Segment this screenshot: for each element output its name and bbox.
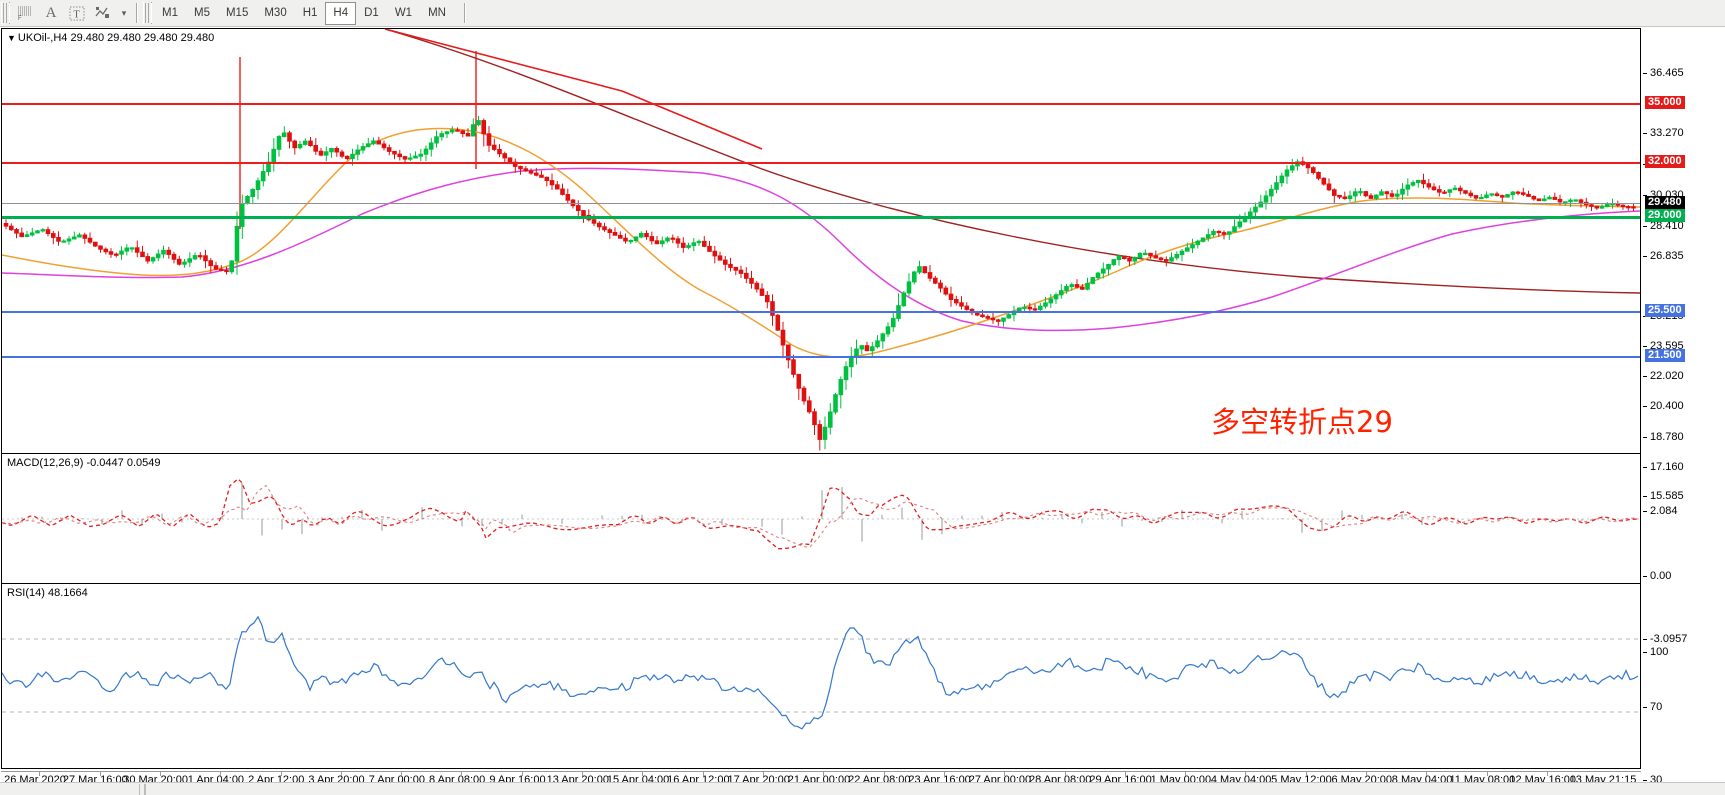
price-tick: 28.410 (1643, 220, 1725, 233)
time-tick-mark (883, 772, 885, 776)
text-label-icon[interactable]: A (45, 4, 57, 21)
level-line-21500[interactable] (2, 356, 1640, 358)
price-tick: 17.160 (1643, 461, 1725, 474)
level-line-25500[interactable] (2, 311, 1640, 313)
time-tick-mark (401, 772, 403, 776)
timeframe-h1[interactable]: H1 (302, 7, 318, 19)
toolbar-divider (136, 3, 138, 23)
timeframe-m1[interactable]: M1 (162, 7, 178, 19)
macd-pane-label: MACD(12,26,9) -0.0447 0.0549 (7, 457, 161, 469)
toolbar-divider-2 (463, 3, 466, 23)
time-tick-mark (39, 772, 41, 776)
toolbar-dropdown-arrow-icon[interactable]: ▾ (121, 7, 127, 18)
time-tick-mark (1245, 772, 1247, 776)
time-tick-mark (763, 772, 764, 776)
time-tick-mark (1185, 772, 1187, 776)
price-tick: -3.0957 (1643, 633, 1725, 646)
drawing-objects-icon[interactable] (91, 2, 115, 25)
time-tick-mark (1486, 772, 1488, 776)
time-tick-mark (1064, 772, 1066, 776)
timeframe-m30[interactable]: M30 (264, 7, 287, 19)
time-tick-mark (521, 772, 523, 776)
rsi-series (2, 615, 1640, 730)
price-tick: 15.585 (1643, 490, 1725, 503)
current-price-line (2, 203, 1640, 204)
time-tick-mark (582, 772, 584, 776)
price-level-tag[interactable]: 29.480 (1645, 196, 1685, 209)
level-line-35000[interactable] (2, 103, 1640, 105)
toolbar-grip[interactable] (1, 2, 10, 24)
time-tick-mark (642, 772, 644, 776)
plot-frame: ▼ UKOil-,H4 29.480 29.480 29.480 29.480 多… (1, 28, 1641, 769)
time-tick-mark (461, 772, 463, 776)
time-tick-mark (702, 772, 704, 776)
price-pane-label-text: UKOil-,H4 29.480 29.480 29.480 29.480 (17, 32, 215, 44)
time-tick-mark (1305, 772, 1307, 776)
time-tick-mark (280, 772, 282, 776)
status-cell-3 (145, 783, 146, 795)
timeframe-m5[interactable]: M5 (193, 7, 210, 19)
macd-series (2, 478, 1640, 550)
time-tick-mark (1004, 772, 1006, 776)
timeframe-d1[interactable]: D1 (364, 7, 379, 19)
price-level-tag[interactable]: 21.500 (1645, 349, 1685, 362)
price-tick: 70 (1643, 701, 1725, 714)
timeframe-group: M1 M5 M15 M30 H1 H4 D1 W1 MN (154, 1, 454, 25)
rsi-pane-label: RSI(14) 48.1664 (7, 587, 88, 599)
chart-toolbar: F A T ▾ M1 M5 M15 M30 H1 H4 D1 W1 MN (0, 0, 1725, 27)
chart-canvas-area[interactable]: ▼ UKOil-,H4 29.480 29.480 29.480 29.480 多… (0, 27, 1725, 795)
time-tick-mark (1426, 772, 1428, 776)
timeframe-w1[interactable]: W1 (394, 7, 413, 19)
text-box-icon[interactable]: T (65, 2, 89, 25)
time-tick-mark (340, 772, 342, 776)
price-pane-label: ▼ UKOil-,H4 29.480 29.480 29.480 29.480 (7, 32, 214, 44)
status-bar (0, 782, 1725, 795)
rsi-pane[interactable]: RSI(14) 48.1664 (2, 583, 1640, 768)
crosshair-icon[interactable]: F (13, 2, 37, 25)
price-tick: 26.835 (1643, 250, 1725, 263)
price-series (2, 29, 1640, 451)
pane-collapse-icon[interactable]: ▼ (7, 33, 16, 43)
timeframe-m15[interactable]: M15 (225, 7, 249, 19)
time-tick-mark (1124, 772, 1126, 776)
time-tick-mark (823, 772, 825, 776)
time-tick-mark (1366, 772, 1368, 776)
price-tick: 36.465 (1643, 67, 1725, 80)
svg-text:F: F (18, 16, 22, 21)
timeframe-mn[interactable]: MN (428, 7, 446, 19)
time-tick-mark (220, 772, 222, 776)
price-tick: 33.270 (1643, 127, 1725, 140)
price-level-tag[interactable]: 25.500 (1645, 304, 1685, 317)
level-line-32000[interactable] (2, 162, 1640, 164)
time-tick-mark (159, 772, 161, 776)
chart-annotation-text[interactable]: 多空转折点29 (1211, 405, 1393, 439)
price-tick: 0.00 (1643, 570, 1725, 583)
price-tick: 18.780 (1643, 431, 1725, 444)
status-cell-1 (0, 783, 140, 795)
price-level-tag[interactable]: 35.000 (1645, 96, 1685, 109)
level-line-29000[interactable] (2, 216, 1640, 219)
time-tick-mark (943, 772, 945, 776)
price-tick: 22.020 (1643, 370, 1725, 383)
price-tick: 2.084 (1643, 505, 1725, 518)
svg-text:T: T (74, 9, 80, 20)
price-scale-axis[interactable]: 36.46533.27031.65030.03028.41026.83525.2… (1643, 28, 1725, 795)
status-cell-2 (140, 783, 145, 795)
macd-pane[interactable]: MACD(12,26,9) -0.0447 0.0549 (2, 453, 1640, 582)
timeframe-grip[interactable] (143, 2, 152, 24)
price-tick: 100 (1643, 646, 1725, 659)
timeframe-h4[interactable]: H4 (325, 1, 357, 25)
price-level-tag[interactable]: 29.000 (1645, 209, 1685, 222)
time-tick-mark (99, 772, 101, 776)
time-tick-mark (1547, 772, 1548, 776)
price-pane[interactable]: ▼ UKOil-,H4 29.480 29.480 29.480 29.480 多… (2, 29, 1640, 452)
price-level-tag[interactable]: 32.000 (1645, 155, 1685, 168)
price-tick: 20.400 (1643, 400, 1725, 413)
